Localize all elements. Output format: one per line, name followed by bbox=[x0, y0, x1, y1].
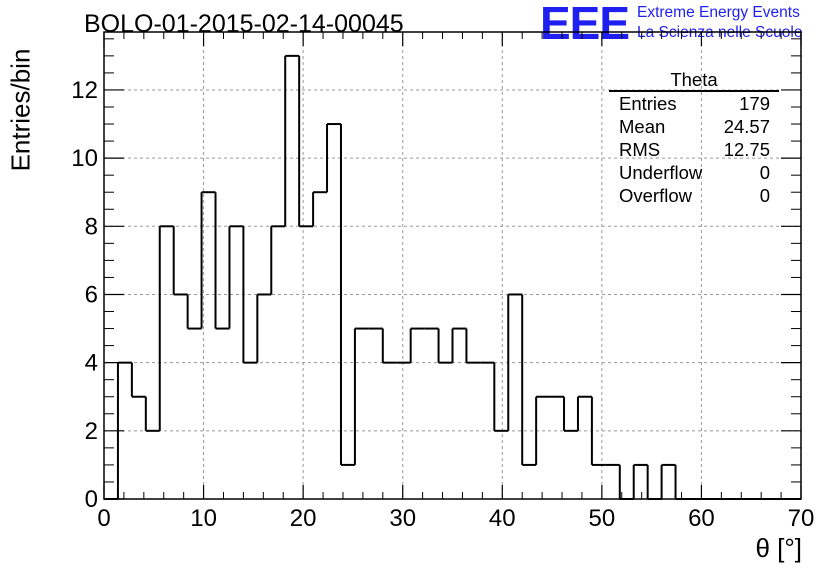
x-tick-label: 20 bbox=[290, 505, 317, 532]
stats-label: Underflow bbox=[619, 162, 703, 183]
y-tick-label: 2 bbox=[85, 418, 98, 445]
stats-row-entries: Entries 179 bbox=[609, 92, 779, 115]
y-tick-label: 8 bbox=[85, 213, 98, 240]
stats-value: 0 bbox=[759, 185, 770, 206]
x-tick-label: 70 bbox=[788, 505, 815, 532]
brand-line-1: Extreme Energy Events bbox=[637, 4, 800, 21]
stats-box: Theta Entries 179 Mean 24.57 RMS 12.75 U… bbox=[609, 70, 779, 207]
x-tick-label: 30 bbox=[389, 505, 416, 532]
y-tick-label: 6 bbox=[85, 281, 98, 308]
y-tick-label: 12 bbox=[71, 77, 98, 104]
stats-value: 24.57 bbox=[723, 116, 770, 137]
stats-row-mean: Mean 24.57 bbox=[609, 115, 779, 138]
axis-ticks bbox=[103, 32, 802, 500]
y-tick-label: 10 bbox=[71, 145, 98, 172]
stats-label: RMS bbox=[619, 139, 661, 160]
y-tick-label: 4 bbox=[85, 350, 98, 377]
x-tick-label: 0 bbox=[97, 505, 110, 532]
histogram-bins bbox=[104, 54, 801, 500]
y-tick-label: 0 bbox=[85, 486, 98, 513]
x-tick-label: 50 bbox=[589, 505, 616, 532]
stats-value: 179 bbox=[739, 93, 770, 114]
x-tick-label: 40 bbox=[489, 505, 516, 532]
stats-title: Theta bbox=[609, 70, 779, 92]
tick-labels: 0 10 20 30 40 50 60 70 0 2 4 6 8 10 12 bbox=[71, 77, 814, 532]
stats-row-overflow: Overflow 0 bbox=[609, 184, 779, 207]
stats-label: Overflow bbox=[619, 185, 692, 206]
stats-row-rms: RMS 12.75 bbox=[609, 138, 779, 161]
stats-label: Mean bbox=[619, 116, 666, 137]
x-tick-label: 10 bbox=[190, 505, 217, 532]
x-tick-label: 60 bbox=[688, 505, 715, 532]
x-axis-label: θ [°] bbox=[755, 533, 802, 563]
stats-value: 12.75 bbox=[723, 139, 770, 160]
eee-logo: EEE bbox=[540, 0, 630, 49]
stats-value: 0 bbox=[759, 162, 770, 183]
stats-label: Entries bbox=[619, 93, 677, 114]
plot-frame bbox=[103, 31, 802, 500]
stats-row-underflow: Underflow 0 bbox=[609, 161, 779, 184]
